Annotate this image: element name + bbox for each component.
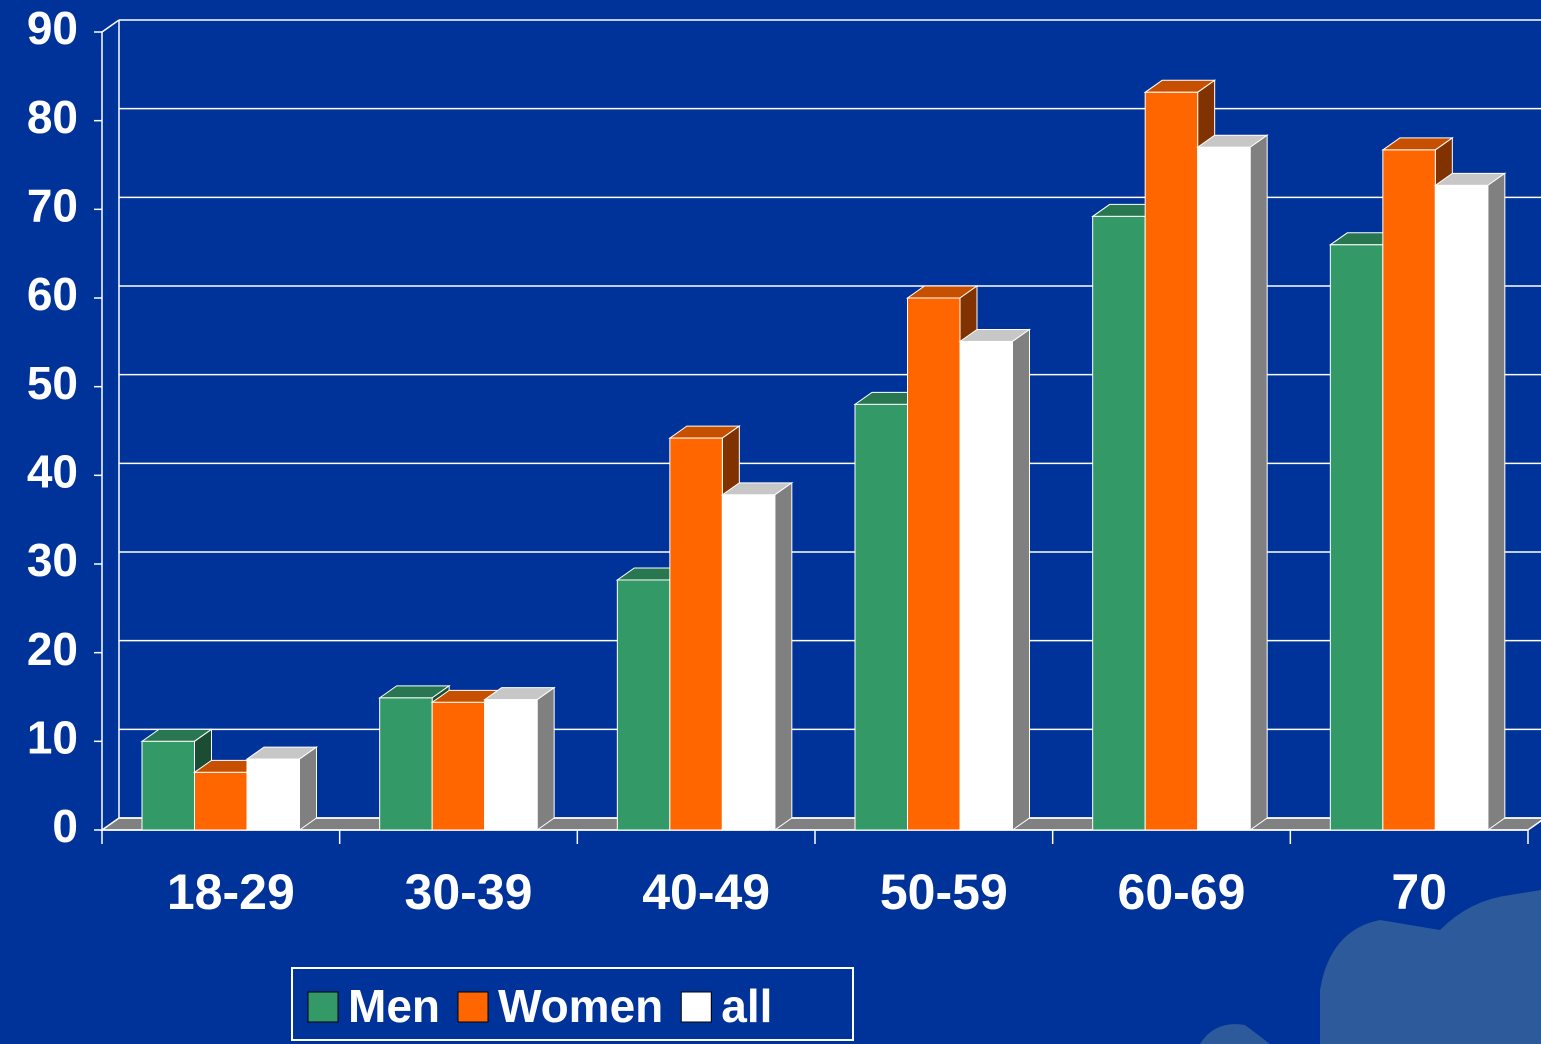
x-tick-label: 30-39	[405, 864, 533, 920]
bar	[854, 403, 908, 831]
bar	[194, 771, 248, 831]
y-tick-label: 80	[27, 91, 78, 143]
y-tick-label: 70	[27, 179, 78, 231]
legend-label: Men	[348, 980, 440, 1032]
bar-group	[958, 328, 1032, 831]
bar	[1092, 215, 1146, 831]
legend-swatch	[680, 991, 712, 1023]
bar	[669, 437, 723, 831]
bar-group	[720, 481, 794, 831]
y-tick-label: 50	[27, 357, 78, 409]
bar	[721, 494, 776, 831]
bar	[484, 699, 538, 831]
x-tick-label: 18-29	[167, 864, 295, 920]
y-tick-label: 30	[27, 534, 78, 586]
bar-group	[1196, 134, 1269, 831]
bar	[907, 297, 961, 831]
bar	[1434, 184, 1489, 831]
bar-side	[1487, 172, 1506, 831]
y-tick-label: 40	[27, 445, 78, 497]
axis-corner	[101, 19, 120, 33]
bar	[959, 340, 1013, 831]
legend-swatch	[307, 991, 339, 1023]
y-tick-label: 0	[52, 800, 78, 852]
bar	[1144, 91, 1199, 831]
bar	[141, 740, 195, 831]
bar-group	[483, 686, 556, 831]
bar-group	[245, 746, 319, 831]
x-tick-label: 40-49	[642, 864, 770, 920]
bar	[431, 701, 486, 831]
legend-swatch	[457, 991, 489, 1023]
y-tick-label: 90	[27, 2, 78, 54]
legend-label: all	[721, 980, 772, 1032]
bar-side	[299, 746, 317, 831]
bar	[1329, 244, 1384, 831]
bar	[379, 697, 433, 831]
y-tick-label: 10	[27, 711, 78, 763]
bar	[246, 758, 300, 831]
bar	[1197, 146, 1251, 831]
bar	[616, 579, 671, 831]
y-tick-label: 60	[27, 268, 78, 320]
x-tick-label: 70	[1391, 864, 1447, 920]
x-tick-label: 60-69	[1118, 864, 1246, 920]
bar-group	[1433, 172, 1507, 831]
decoration	[1320, 890, 1541, 1044]
bar-side	[1249, 134, 1268, 831]
bar	[1382, 149, 1436, 831]
bar-side	[774, 481, 793, 831]
bar-side	[536, 686, 555, 831]
floor	[99, 817, 1541, 831]
bar-group	[140, 728, 214, 831]
legend-box	[291, 967, 854, 1041]
decoration	[1200, 1024, 1270, 1044]
legend-label: Women	[498, 980, 663, 1032]
y-tick-label: 20	[27, 623, 78, 675]
bar-side	[1012, 328, 1030, 831]
x-tick-label: 50-59	[880, 864, 1008, 920]
